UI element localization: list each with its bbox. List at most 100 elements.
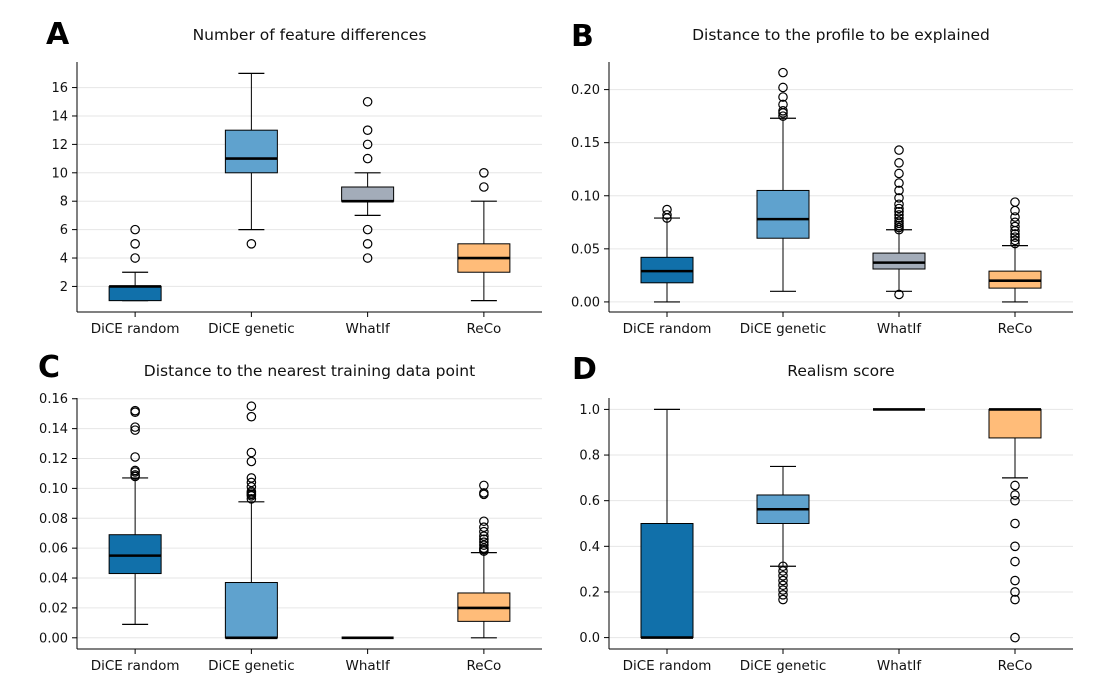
panel-c-dice-random-box bbox=[108, 534, 162, 575]
panel-c-dice-random-outlier bbox=[130, 452, 140, 462]
panel-b-dice-genetic-outlier bbox=[778, 92, 788, 102]
panel-b-reco-box-group bbox=[988, 197, 1042, 303]
panel-a-dice-random-box-group bbox=[108, 224, 162, 302]
panel-c-reco-outlier bbox=[479, 488, 489, 498]
panel-b-plot: 0.00 0.05 0.10 0.15 0.20 DiCE random DiCE gene… bbox=[571, 62, 1073, 337]
panel-c-x-tick-label: ReCo bbox=[466, 658, 501, 674]
panel-c-dice-genetic-box bbox=[224, 582, 278, 639]
panel-c-dice-random-box-group bbox=[108, 405, 162, 625]
panel-d-reco-outlier bbox=[1010, 495, 1020, 506]
panel-a-whatif-outlier bbox=[362, 125, 373, 135]
panel-c-plot: 0.00 0.02 0.04 0.06 0.08 0.10 0.12 0.14 0.16 DiCE… bbox=[39, 392, 542, 674]
panel-c-y-tick-label: 0.08 bbox=[39, 512, 68, 527]
panel-d-title: Realism score bbox=[787, 362, 894, 380]
panel-d-dice-random-box bbox=[640, 523, 694, 639]
panel-a-y-tick-label: 10 bbox=[51, 166, 68, 181]
panel-d-y-tick-label: 0.0 bbox=[579, 631, 600, 646]
panel-a-dice-random-outlier bbox=[130, 253, 140, 263]
panel-c-dice-genetic-box-group bbox=[224, 401, 278, 640]
panel-d-dice-genetic-outlier bbox=[778, 594, 788, 605]
panel-a-x-tick-label: DiCE random bbox=[91, 321, 180, 337]
panel-d-reco-outlier bbox=[1010, 480, 1020, 491]
panel-b-reco-outlier bbox=[1010, 221, 1020, 232]
panel-c-dice-random-outlier bbox=[130, 465, 140, 476]
panel-a-dice-random-box bbox=[108, 285, 162, 302]
panel-d-dice-genetic-outlier bbox=[778, 575, 788, 586]
panel-c-y-tick-label: 0.16 bbox=[39, 392, 68, 407]
panel-c-reco-outlier bbox=[479, 526, 489, 537]
panel-a-y-tick-label: 2 bbox=[60, 280, 68, 295]
panel-b-reco-outlier bbox=[1010, 217, 1020, 228]
panel-c-reco-outlier bbox=[479, 522, 489, 533]
panel-d-reco-outlier bbox=[1010, 632, 1020, 643]
panel-d-dice-genetic-outlier bbox=[778, 585, 788, 595]
panel-b-dice-random-box-group bbox=[640, 204, 694, 303]
panel-b-reco-outlier bbox=[1010, 235, 1020, 246]
panel-a-x-tick-label: ReCo bbox=[466, 321, 501, 337]
panel-b-reco-outlier bbox=[1010, 238, 1020, 249]
panel-d-y-tick-label: 0.8 bbox=[579, 449, 600, 464]
panel-b-whatif-outlier bbox=[894, 168, 904, 179]
panel-b-reco-outlier bbox=[1010, 229, 1020, 239]
panel-b-dice-genetic-outlier bbox=[778, 82, 788, 93]
panel-d-reco-outlier bbox=[1010, 594, 1020, 605]
panel-c-dice-random-outlier bbox=[130, 425, 140, 435]
panel-a-whatif-outlier bbox=[362, 96, 373, 107]
panel-d-y-tick-label: 0.4 bbox=[579, 540, 600, 555]
panel-c-x-tick-label: WhatIf bbox=[346, 658, 391, 674]
panel-b-whatif-outlier bbox=[894, 206, 904, 217]
panel-a-whatif-outlier bbox=[362, 253, 373, 263]
panel-b-whatif-outlier bbox=[894, 213, 904, 223]
panel-c-dice-genetic-outlier bbox=[246, 494, 257, 504]
panel-d-reco-outlier bbox=[1010, 556, 1020, 567]
panel-c-dice-random-outlier bbox=[130, 422, 140, 432]
panel-b-x-tick-label: ReCo bbox=[998, 321, 1033, 337]
panel-b-dice-genetic-outlier bbox=[778, 111, 788, 121]
panel-d-dice-genetic-outlier bbox=[778, 580, 788, 591]
panel-d-x-tick-label: WhatIf bbox=[877, 658, 922, 674]
panel-d-dice-genetic-outlier bbox=[778, 566, 788, 576]
panel-a-reco-outlier bbox=[479, 167, 489, 178]
panel-c-y-tick-label: 0.00 bbox=[39, 631, 68, 646]
panel-d-dice-genetic-outlier bbox=[778, 590, 788, 600]
panel-b-whatif-outlier bbox=[894, 289, 904, 300]
panel-a-dice-genetic-box-group bbox=[224, 72, 278, 249]
panel-c: C Distance to the nearest training data … bbox=[38, 350, 542, 674]
panel-b-whatif-outlier bbox=[894, 145, 904, 155]
panel-b-dice-genetic-outlier bbox=[778, 67, 788, 78]
panel-a-reco-outlier bbox=[479, 182, 489, 192]
panel-c-dice-random-outlier bbox=[130, 470, 140, 480]
panel-b-whatif-outlier bbox=[894, 210, 904, 220]
panel-a-dice-random-outlier bbox=[130, 239, 140, 249]
panel-a-whatif-outlier bbox=[362, 153, 373, 164]
panel-a: A Number of feature differences 2 4 6 8 10 12… bbox=[46, 17, 542, 337]
panel-c-y-tick-label: 0.02 bbox=[39, 601, 68, 616]
panel-c-dice-genetic-outlier bbox=[246, 447, 257, 458]
panel-d-reco-outlier bbox=[1010, 490, 1020, 500]
panel-b-reco-outlier bbox=[1010, 212, 1020, 222]
panel-b-y-tick-label: 0.00 bbox=[571, 295, 600, 310]
panel-a-title: Number of feature differences bbox=[193, 26, 427, 44]
panel-d-reco-outlier bbox=[1010, 541, 1020, 552]
panel-b-y-tick-label: 0.20 bbox=[571, 83, 600, 98]
panel-d-dice-genetic-outlier bbox=[778, 570, 788, 581]
panel-c-y-tick-label: 0.06 bbox=[39, 542, 68, 557]
panel-a-y-tick-label: 14 bbox=[51, 109, 68, 124]
panel-d-y-tick-label: 1.0 bbox=[579, 403, 600, 418]
panel-d-plot: 0.0 0.2 0.4 0.6 0.8 1.0 DiCE random DiCE geneti… bbox=[579, 398, 1073, 674]
panel-c-reco-outlier bbox=[479, 537, 489, 547]
panel-b-dice-genetic-box bbox=[756, 189, 810, 239]
panel-c-dice-genetic-outlier bbox=[246, 477, 257, 488]
panel-a-y-tick-label: 8 bbox=[60, 195, 68, 210]
panel-c-dice-genetic-outlier bbox=[246, 401, 257, 412]
panel-a-whatif-outlier bbox=[362, 224, 373, 235]
panel-d-reco-box-group bbox=[988, 408, 1042, 643]
panel-a-plot: 2 4 6 8 10 12 14 16 DiCE random DiCE genetic WhatI… bbox=[51, 62, 542, 337]
panel-d-reco-outlier bbox=[1010, 587, 1020, 597]
panel-c-y-tick-label: 0.12 bbox=[39, 452, 68, 467]
panel-c-dice-genetic-outlier bbox=[246, 473, 257, 483]
panel-c-reco-outlier bbox=[479, 534, 489, 544]
panel-b-y-tick-label: 0.05 bbox=[571, 242, 600, 257]
panel-c-x-tick-label: DiCE genetic bbox=[208, 658, 295, 674]
